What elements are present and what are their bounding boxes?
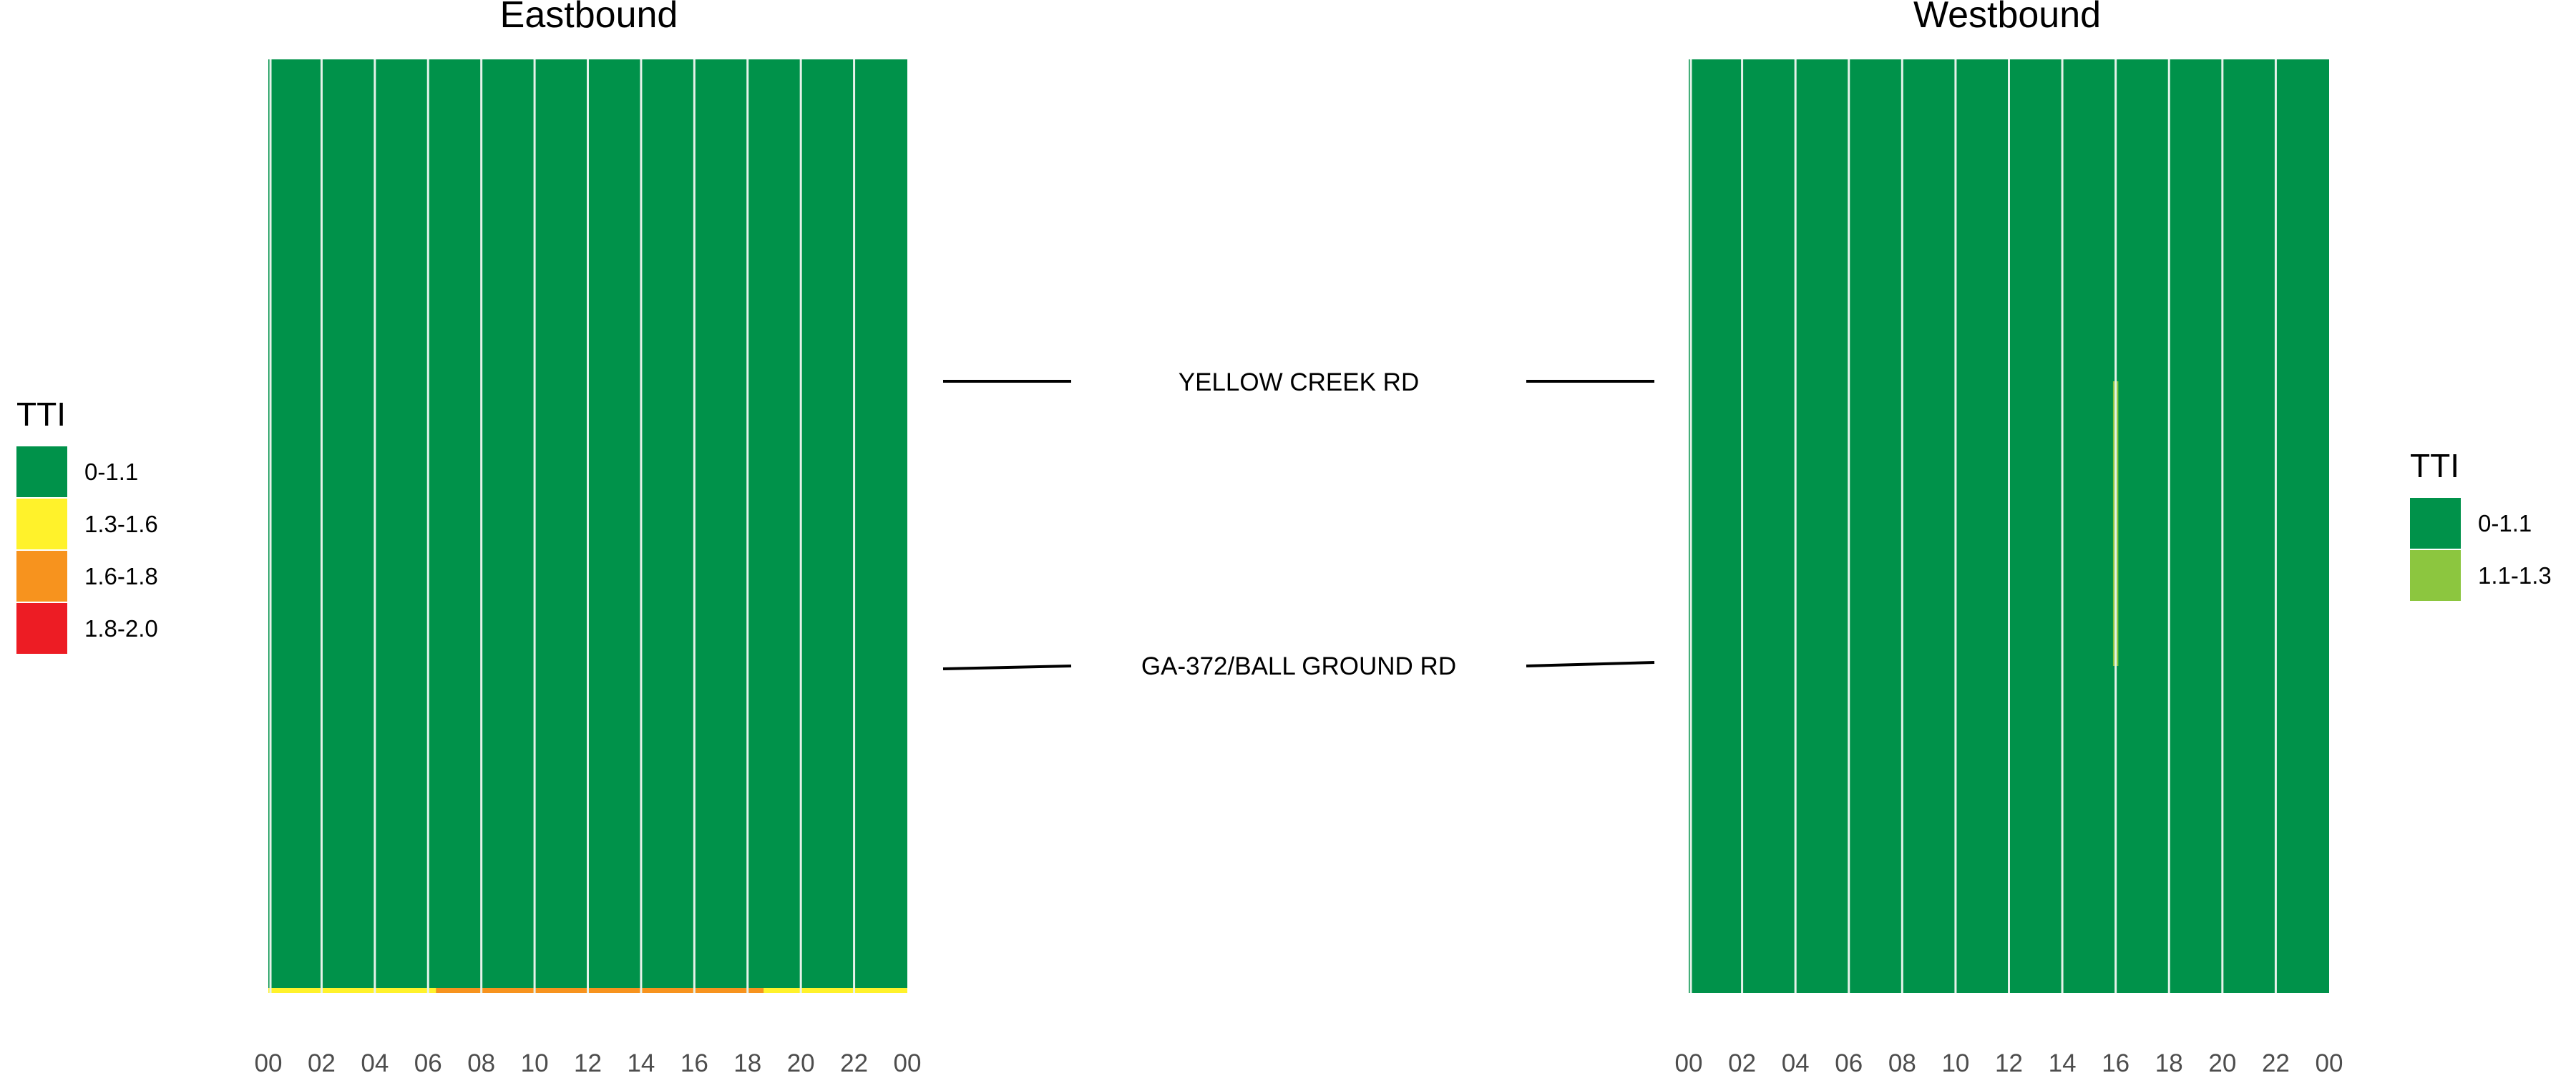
eastbound-x-tick-label: 14	[627, 1049, 655, 1073]
ga372-left-connector	[942, 665, 1072, 670]
eastbound-legend-label: 0-1.1	[84, 459, 138, 485]
eastbound-x-tick-label: 06	[414, 1049, 442, 1073]
eastbound-legend-swatch	[16, 446, 67, 497]
westbound-x-tick-label: 12	[1995, 1049, 2023, 1073]
road-label-ga372: GA-372/BALL GROUND RD	[1141, 652, 1456, 680]
westbound-x-tick-label: 06	[1835, 1049, 1863, 1073]
westbound-legend-title: TTI	[2410, 447, 2459, 484]
eastbound-tti-anomaly-1	[436, 988, 764, 993]
westbound-legend-swatch	[2410, 550, 2461, 601]
eastbound-legend: TTI 0-1.1 1.3-1.6 1.6-1.8 1.8-2.0	[16, 396, 158, 654]
eastbound-legend-swatch	[16, 551, 67, 602]
eastbound-x-tick-label: 20	[787, 1049, 815, 1073]
westbound-x-tick-label: 08	[1888, 1049, 1916, 1073]
eastbound-x-tick-label: 08	[467, 1049, 495, 1073]
ga372-right-connector	[1526, 661, 1655, 667]
westbound-x-ticks: 00 02 04 06 08 10 12 14 16 18 20 22 00	[1675, 1049, 2343, 1073]
westbound-title: Westbound	[1913, 0, 2101, 36]
eastbound-x-tick-label: 00	[255, 1049, 283, 1073]
westbound-x-tick-label: 00	[2316, 1049, 2343, 1073]
westbound-x-tick-label: 04	[1782, 1049, 1810, 1073]
eastbound-x-tick-label: 16	[680, 1049, 708, 1073]
eastbound-tti-anomaly-0	[268, 988, 436, 993]
westbound-x-tick-label: 14	[2049, 1049, 2077, 1073]
westbound-x-tick-label: 20	[2208, 1049, 2236, 1073]
eastbound-heatmap	[268, 59, 907, 993]
eastbound-legend-title: TTI	[16, 396, 66, 433]
eastbound-title: Eastbound	[500, 0, 678, 36]
eastbound-legend-label: 1.3-1.6	[84, 511, 158, 537]
eastbound-x-tick-label: 10	[521, 1049, 549, 1073]
eastbound-x-tick-label: 02	[308, 1049, 336, 1073]
eastbound-x-tick-label: 22	[840, 1049, 868, 1073]
eastbound-legend-swatch	[16, 603, 67, 654]
westbound-x-tick-label: 02	[1728, 1049, 1756, 1073]
westbound-x-tick-label: 22	[2262, 1049, 2290, 1073]
westbound-x-tick-label: 10	[1941, 1049, 1969, 1073]
westbound-x-tick-label: 16	[2102, 1049, 2129, 1073]
eastbound-tti-anomaly-2	[763, 988, 907, 993]
eastbound-legend-label: 1.6-1.8	[84, 563, 158, 589]
westbound-x-tick-label: 00	[1675, 1049, 1703, 1073]
westbound-heatmap	[1689, 59, 2329, 993]
westbound-legend-swatch	[2410, 498, 2461, 549]
eastbound-x-tick-label: 12	[574, 1049, 602, 1073]
road-label-yellow-creek: YELLOW CREEK RD	[1179, 368, 1419, 396]
eastbound-legend-swatch	[16, 499, 67, 549]
westbound-x-tick-label: 18	[2155, 1049, 2183, 1073]
westbound-legend-label: 0-1.1	[2478, 510, 2532, 536]
eastbound-x-ticks: 00 02 04 06 08 10 12 14 16 18 20 22 00	[255, 1049, 922, 1073]
eastbound-x-tick-label: 04	[361, 1049, 389, 1073]
eastbound-x-tick-label: 00	[894, 1049, 922, 1073]
westbound-legend-label: 1.1-1.3	[2478, 562, 2552, 589]
eastbound-x-tick-label: 18	[733, 1049, 761, 1073]
eastbound-legend-label: 1.8-2.0	[84, 615, 158, 642]
westbound-legend: TTI 0-1.1 1.1-1.3	[2410, 447, 2552, 601]
